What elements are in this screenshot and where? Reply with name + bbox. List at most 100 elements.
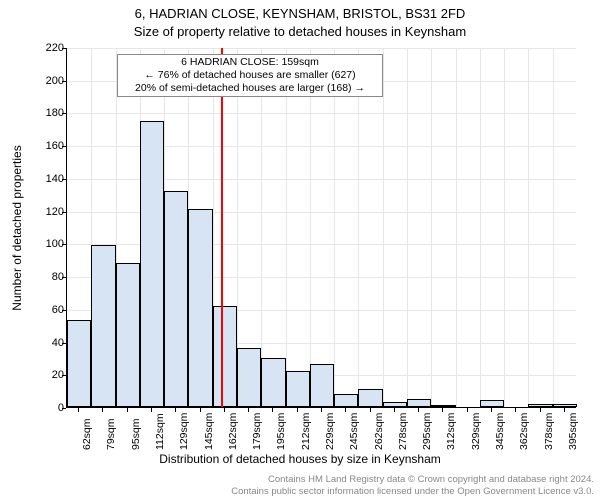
- x-tick-mark: [200, 408, 201, 412]
- gridline-vertical: [383, 48, 384, 407]
- y-tick-label: 180: [34, 107, 64, 119]
- gridline-vertical: [431, 48, 432, 407]
- x-tick-mark: [127, 408, 128, 412]
- y-tick-label: 80: [34, 271, 64, 283]
- gridline-vertical: [334, 48, 335, 407]
- y-tick-label: 120: [34, 206, 64, 218]
- histogram-bar: [237, 348, 261, 407]
- x-tick-label: 179sqm: [251, 413, 263, 450]
- x-tick-label: 95sqm: [130, 418, 142, 450]
- histogram-bar: [528, 404, 552, 407]
- histogram-bar: [188, 209, 212, 407]
- x-tick-label: 112sqm: [154, 413, 166, 450]
- histogram-bar: [67, 320, 91, 407]
- histogram-bar: [213, 306, 237, 407]
- gridline-vertical: [456, 48, 457, 407]
- x-tick-mark: [345, 408, 346, 412]
- x-tick-label: 195sqm: [275, 413, 287, 450]
- x-tick-mark: [515, 408, 516, 412]
- y-tick-mark: [62, 48, 66, 49]
- histogram-bar: [407, 399, 431, 407]
- gridline-vertical: [261, 48, 262, 407]
- histogram-bar: [286, 371, 310, 407]
- histogram-bar: [553, 404, 577, 407]
- annotation-line-3: 20% of semi-detached houses are larger (…: [122, 82, 378, 95]
- y-tick-mark: [62, 343, 66, 344]
- y-tick-mark: [62, 310, 66, 311]
- gridline-vertical: [407, 48, 408, 407]
- credits-line-1: Contains HM Land Registry data © Crown c…: [231, 474, 594, 485]
- chart-title-1: 6, HADRIAN CLOSE, KEYNSHAM, BRISTOL, BS3…: [0, 6, 600, 21]
- gridline-horizontal: [67, 48, 576, 49]
- x-tick-label: 129sqm: [178, 413, 190, 450]
- histogram-bar: [310, 364, 334, 407]
- y-tick-mark: [62, 244, 66, 245]
- x-tick-label: 395sqm: [567, 413, 579, 450]
- y-tick-label: 160: [34, 140, 64, 152]
- y-tick-mark: [62, 212, 66, 213]
- histogram-bar: [431, 405, 455, 407]
- histogram-bar: [358, 389, 382, 407]
- y-tick-label: 100: [34, 238, 64, 250]
- credits: Contains HM Land Registry data © Crown c…: [231, 474, 594, 497]
- x-tick-mark: [175, 408, 176, 412]
- annotation-line-2: ← 76% of detached houses are smaller (62…: [122, 69, 378, 82]
- gridline-vertical: [553, 48, 554, 407]
- histogram-bar: [164, 191, 188, 407]
- x-tick-mark: [564, 408, 565, 412]
- chart-container: 6, HADRIAN CLOSE, KEYNSHAM, BRISTOL, BS3…: [0, 0, 600, 500]
- x-tick-label: 312sqm: [445, 413, 457, 450]
- x-tick-mark: [321, 408, 322, 412]
- x-tick-label: 378sqm: [543, 413, 555, 450]
- gridline-horizontal: [67, 113, 576, 114]
- x-tick-label: 212sqm: [300, 413, 312, 450]
- histogram-bar: [116, 263, 140, 407]
- y-tick-label: 140: [34, 173, 64, 185]
- x-tick-mark: [540, 408, 541, 412]
- histogram-bar: [261, 358, 285, 407]
- y-tick-mark: [62, 113, 66, 114]
- x-tick-label: 62sqm: [81, 418, 93, 450]
- y-tick-label: 40: [34, 337, 64, 349]
- x-axis-label: Distribution of detached houses by size …: [0, 452, 600, 466]
- y-tick-mark: [62, 277, 66, 278]
- x-tick-mark: [151, 408, 152, 412]
- y-tick-label: 220: [34, 42, 64, 54]
- histogram-bar: [91, 245, 115, 407]
- y-tick-mark: [62, 408, 66, 409]
- histogram-bar: [383, 402, 407, 407]
- plot-area: 6 HADRIAN CLOSE: 159sqm ← 76% of detache…: [66, 48, 576, 408]
- x-tick-mark: [442, 408, 443, 412]
- gridline-vertical: [504, 48, 505, 407]
- credits-line-2: Contains public sector information licen…: [231, 486, 594, 497]
- x-tick-mark: [297, 408, 298, 412]
- x-tick-mark: [248, 408, 249, 412]
- y-tick-mark: [62, 375, 66, 376]
- gridline-vertical: [528, 48, 529, 407]
- x-tick-label: 145sqm: [203, 413, 215, 450]
- histogram-bar: [334, 394, 358, 407]
- x-tick-mark: [467, 408, 468, 412]
- x-tick-mark: [224, 408, 225, 412]
- annotation-line-1: 6 HADRIAN CLOSE: 159sqm: [122, 56, 378, 69]
- x-tick-label: 262sqm: [373, 413, 385, 450]
- x-tick-mark: [394, 408, 395, 412]
- y-tick-mark: [62, 146, 66, 147]
- y-tick-mark: [62, 81, 66, 82]
- annotation-box: 6 HADRIAN CLOSE: 159sqm ← 76% of detache…: [117, 54, 383, 97]
- marker-line: [221, 48, 223, 407]
- x-tick-mark: [102, 408, 103, 412]
- x-tick-mark: [78, 408, 79, 412]
- histogram-bar: [140, 121, 164, 407]
- x-tick-label: 229sqm: [324, 413, 336, 450]
- y-axis-label: Number of detached properties: [10, 145, 24, 310]
- chart-title-2: Size of property relative to detached ho…: [0, 24, 600, 39]
- y-tick-label: 0: [34, 402, 64, 414]
- gridline-vertical: [358, 48, 359, 407]
- x-tick-label: 278sqm: [397, 413, 409, 450]
- x-tick-label: 245sqm: [348, 413, 360, 450]
- x-tick-mark: [418, 408, 419, 412]
- y-tick-label: 20: [34, 369, 64, 381]
- histogram-bar: [480, 400, 504, 407]
- x-tick-label: 345sqm: [494, 413, 506, 450]
